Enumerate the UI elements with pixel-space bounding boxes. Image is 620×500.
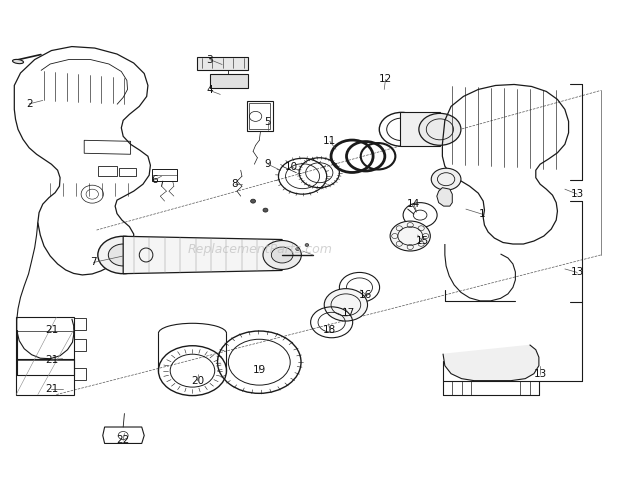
Text: 5: 5 bbox=[265, 117, 271, 127]
Text: 1: 1 bbox=[479, 209, 485, 219]
Ellipse shape bbox=[263, 240, 301, 270]
Text: 21: 21 bbox=[45, 384, 58, 394]
Text: 11: 11 bbox=[323, 136, 337, 146]
Text: 6: 6 bbox=[151, 175, 157, 185]
Ellipse shape bbox=[98, 236, 149, 274]
Text: 7: 7 bbox=[90, 258, 97, 268]
Text: 19: 19 bbox=[252, 364, 266, 374]
Text: 13: 13 bbox=[570, 268, 584, 278]
Polygon shape bbox=[210, 74, 248, 88]
Text: 2: 2 bbox=[26, 99, 32, 109]
Text: 21: 21 bbox=[45, 325, 58, 335]
Text: 13: 13 bbox=[533, 368, 547, 378]
Text: 13: 13 bbox=[570, 189, 584, 199]
Ellipse shape bbox=[390, 221, 430, 251]
Text: 15: 15 bbox=[416, 236, 429, 246]
Polygon shape bbox=[443, 344, 539, 380]
Ellipse shape bbox=[432, 168, 461, 190]
Text: 18: 18 bbox=[323, 325, 337, 335]
Ellipse shape bbox=[12, 60, 24, 64]
Ellipse shape bbox=[108, 244, 138, 266]
Text: 17: 17 bbox=[342, 308, 355, 318]
Text: 9: 9 bbox=[265, 159, 271, 169]
Text: 16: 16 bbox=[359, 290, 372, 300]
Circle shape bbox=[263, 208, 268, 212]
Ellipse shape bbox=[272, 247, 293, 263]
Text: 4: 4 bbox=[206, 86, 213, 96]
Text: 10: 10 bbox=[285, 162, 298, 172]
Text: 8: 8 bbox=[231, 179, 238, 189]
Polygon shape bbox=[123, 236, 282, 274]
Text: 21: 21 bbox=[45, 354, 58, 364]
Text: 3: 3 bbox=[206, 54, 213, 64]
Circle shape bbox=[250, 199, 255, 203]
Text: 12: 12 bbox=[379, 74, 392, 85]
Text: ReplacementParts.com: ReplacementParts.com bbox=[188, 244, 333, 256]
Ellipse shape bbox=[324, 288, 368, 321]
Polygon shape bbox=[437, 188, 452, 206]
Text: 22: 22 bbox=[117, 436, 130, 446]
Text: 20: 20 bbox=[191, 376, 204, 386]
Text: 14: 14 bbox=[407, 199, 420, 209]
Ellipse shape bbox=[419, 114, 461, 146]
Circle shape bbox=[305, 244, 309, 246]
Circle shape bbox=[296, 248, 299, 250]
Polygon shape bbox=[401, 112, 440, 146]
Polygon shape bbox=[197, 56, 248, 70]
